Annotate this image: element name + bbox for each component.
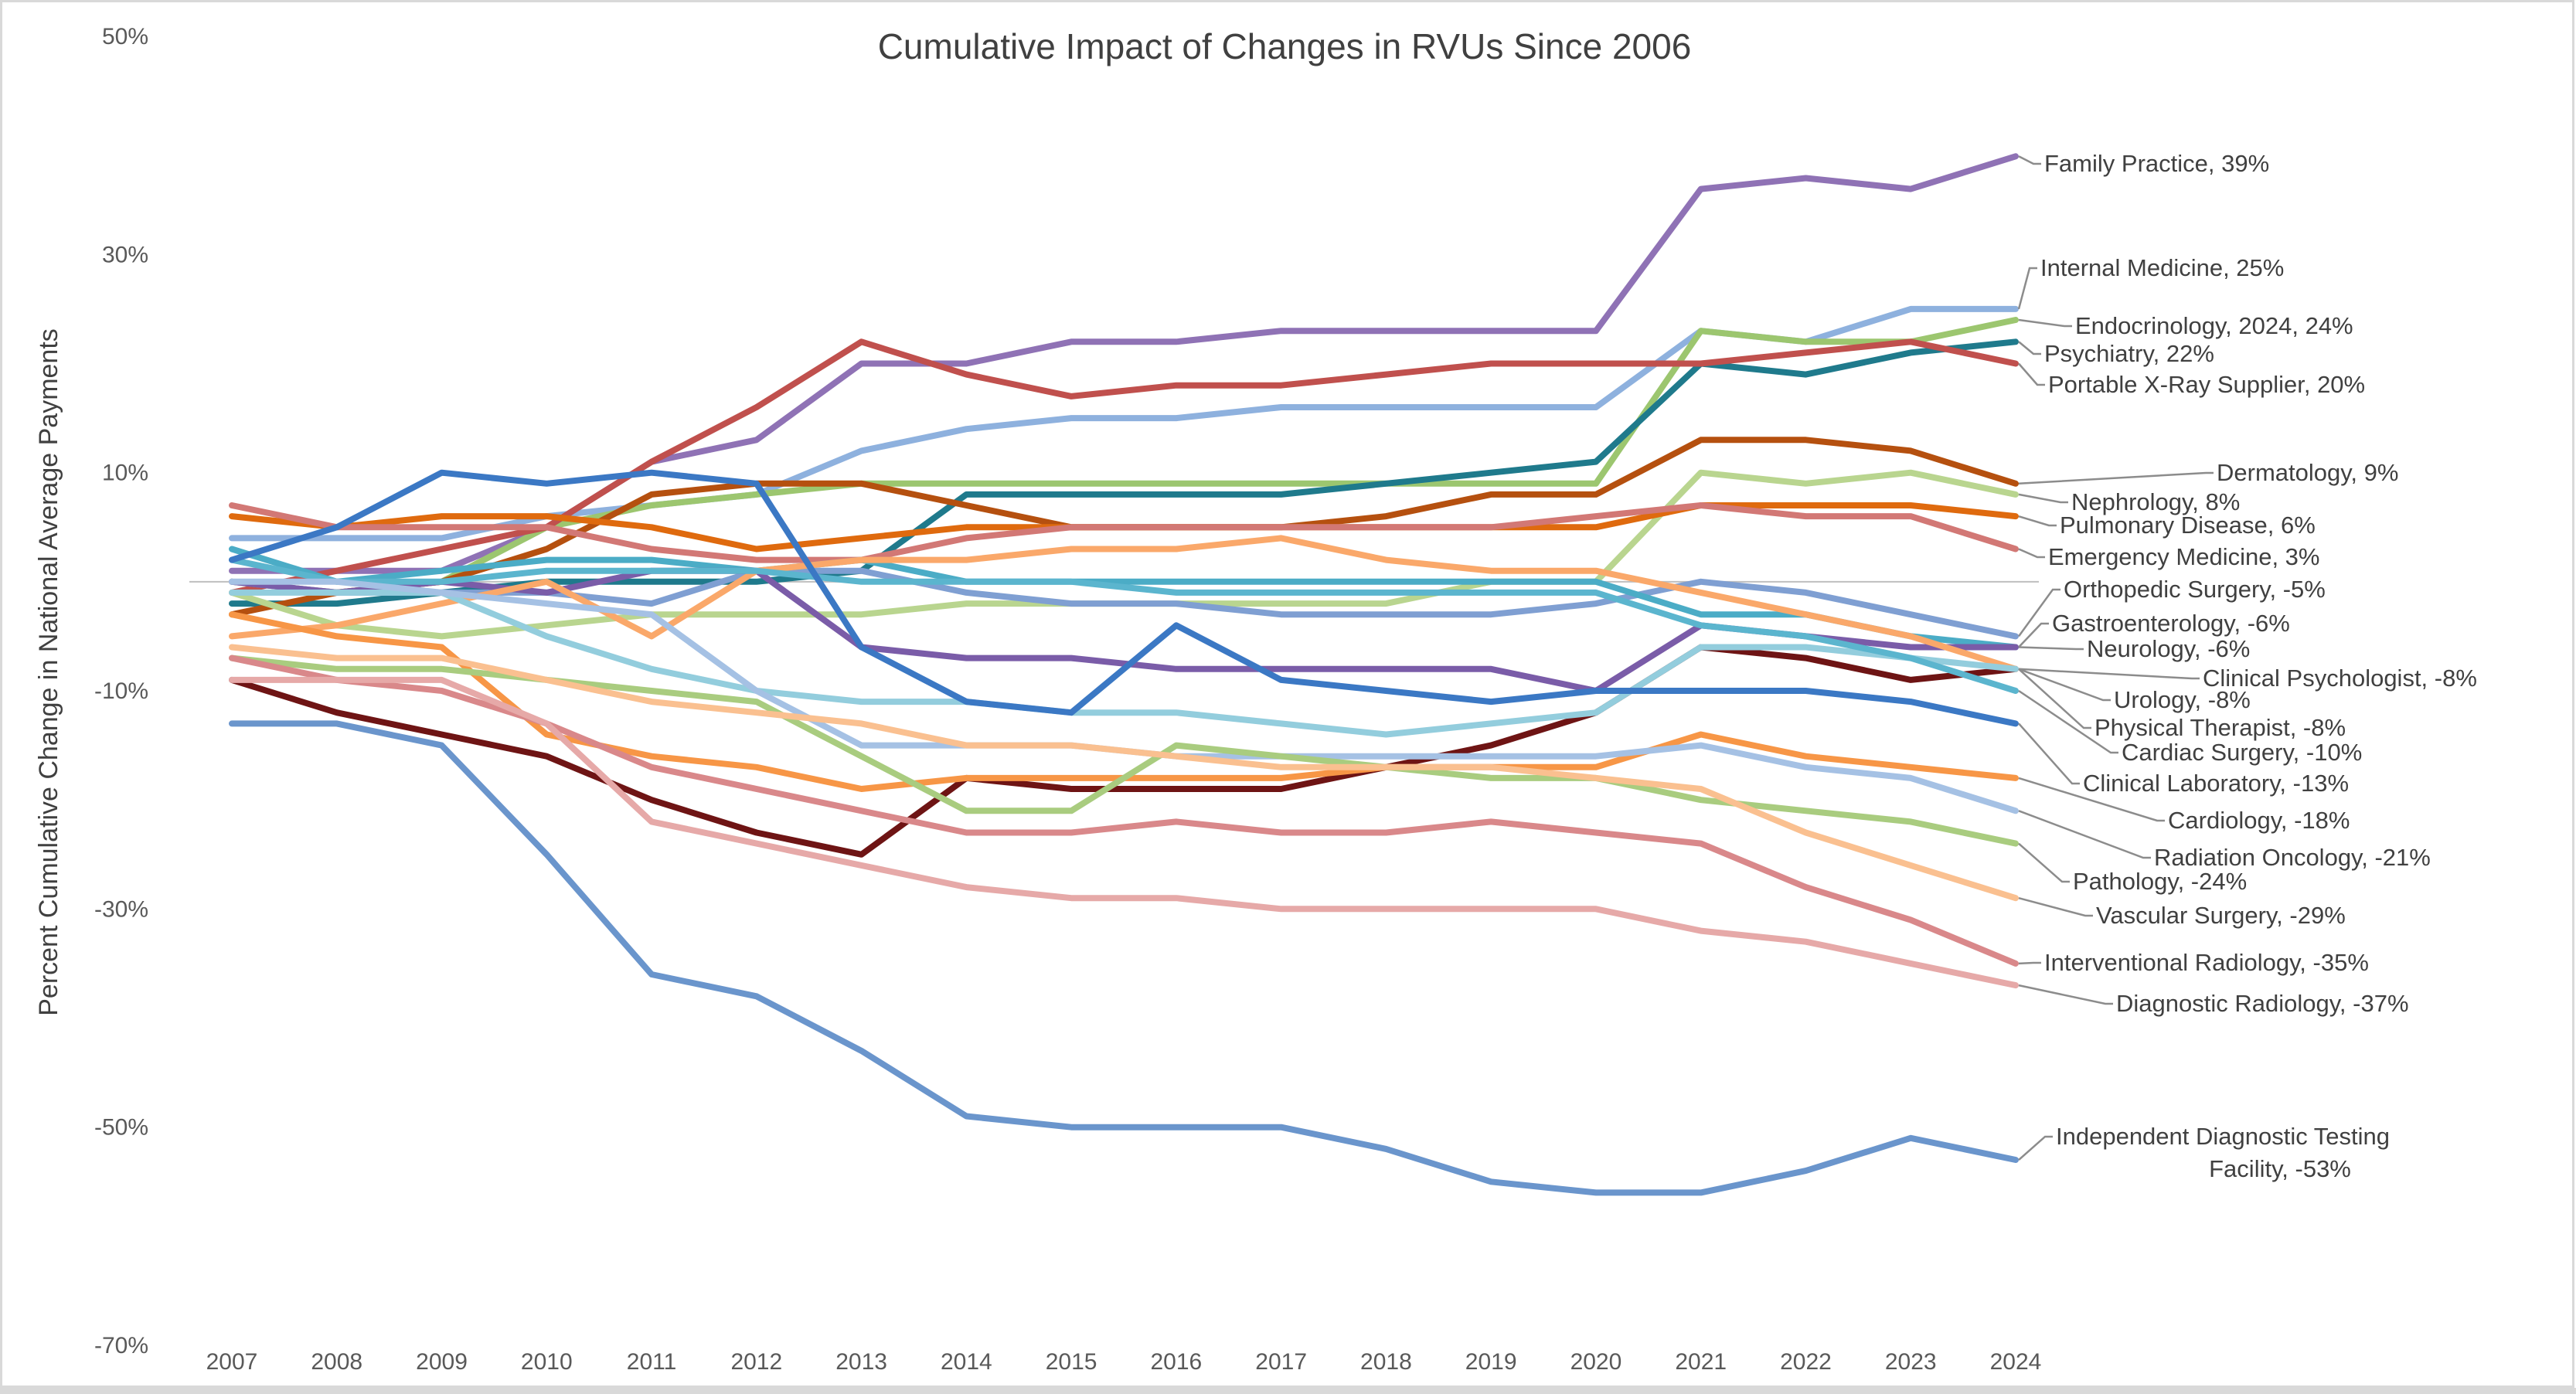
y-axis-label: Percent Cumulative Change in National Av… [34,328,63,1016]
data-label: Radiation Oncology, -21% [2154,844,2431,871]
label-leader-line [2018,515,2057,527]
data-label: Vascular Surgery, -29% [2096,902,2346,929]
y-tick-label: 30% [102,242,148,267]
y-axis: 50% 30% 10% -10% -30% -50% -70% [94,24,148,1358]
series-line-cardiac-surgery [229,556,2019,694]
x-tick-label: 2011 [627,1349,677,1375]
data-label: Endocrinology, 2024, 24% [2075,312,2353,339]
label-leader-line [2018,622,2049,648]
series-line-clinical-laboratory [229,469,2019,727]
label-leader-line [2018,493,2068,504]
label-leader-line [2018,668,2111,702]
data-label: Cardiology, -18% [2168,807,2350,834]
data-label: Cardiac Surgery, -10% [2122,739,2362,766]
label-leader-line [2017,267,2037,310]
y-tick-label: -70% [94,1333,148,1358]
label-leader-line [2018,897,2093,917]
label-leader-line [2018,668,2200,680]
series-line-endocrinology [229,317,2019,596]
data-label: Portable X-Ray Supplier, 20% [2048,371,2365,398]
label-leader-line [2018,689,2118,754]
data-label: Psychiatry, 22% [2044,340,2214,367]
x-tick-label: 2007 [206,1349,258,1375]
series-line-emergency-medicine [229,502,2019,563]
label-leader-line [2018,722,2080,785]
label-leader-line [2018,1135,2053,1161]
data-label: Clinical Psychologist, -8% [2203,665,2477,692]
label-leader-line [2018,362,2045,386]
label-leader-line [2017,588,2060,638]
chart-title: Cumulative Impact of Changes in RVUs Sin… [878,26,1692,66]
series-layer [229,153,2019,1196]
x-tick-label: 2024 [1990,1349,2042,1375]
label-leader-line [2018,318,2072,328]
x-tick-label: 2018 [1360,1349,1412,1375]
label-leader-line [2018,984,2113,1005]
label-leader-line [2018,842,2070,883]
data-labels: Family Practice, 39% Internal Medicine, 2… [2040,150,2477,1182]
label-leader-line [2018,810,2151,859]
x-tick-label: 2009 [416,1349,468,1375]
x-tick-label: 2019 [1465,1349,1517,1375]
y-tick-label: 10% [102,461,148,486]
series-line-physical-therapist [229,589,2019,738]
data-label: Internal Medicine, 25% [2040,254,2284,281]
data-label: Facility, -53% [2209,1155,2351,1182]
x-tick-label: 2015 [1046,1349,1097,1375]
data-label: Pathology, -24% [2073,868,2247,895]
data-label: Family Practice, 39% [2044,150,2269,177]
label-leader-line [2018,548,2045,559]
x-tick-label: 2014 [941,1349,992,1375]
data-label: Interventional Radiology, -35% [2044,949,2369,976]
x-tick-label: 2023 [1885,1349,1937,1375]
label-leader-line [2018,961,2041,965]
data-label: Urology, -8% [2114,686,2251,713]
label-leader-line [2018,341,2041,355]
y-tick-label: -30% [94,896,148,922]
x-tick-label: 2010 [521,1349,573,1375]
series-line-diagnostic-radiology [229,676,2019,989]
data-label: Independent Diagnostic Testing [2056,1123,2390,1150]
label-leader-line [2018,646,2084,651]
data-label: Nephrology, 8% [2071,488,2240,515]
x-tick-label: 2021 [1675,1349,1727,1375]
x-tick-label: 2017 [1255,1349,1307,1375]
data-label: Pulmonary Disease, 6% [2060,512,2316,539]
data-label: Dermatology, 9% [2217,459,2398,486]
label-leader-line [2018,777,2165,822]
bottom-border [0,1388,2576,1394]
x-tick-label: 2020 [1570,1349,1622,1375]
series-line-independent-diagnostic-testing-facility [229,720,2019,1196]
series-line-gastroenterology [229,546,2019,651]
data-label: Clinical Laboratory, -13% [2083,770,2349,797]
x-axis: 2007 2008 2009 2010 2011 2012 2013 2014 2015 2016… [206,1349,2042,1375]
label-leader-line [2018,155,2041,165]
data-label: Emergency Medicine, 3% [2048,543,2320,570]
x-tick-label: 2022 [1780,1349,1832,1375]
series-line-vascular-surgery [229,644,2019,902]
data-label: Neurology, -6% [2087,635,2250,662]
label-leader-line [2018,471,2214,485]
y-tick-label: 50% [102,24,148,49]
x-tick-label: 2016 [1151,1349,1203,1375]
label-leader-line [2018,668,2091,729]
y-tick-label: -50% [94,1115,148,1141]
data-label: Gastroenterology, -6% [2052,610,2290,637]
series-line-urology [229,535,2019,672]
data-label: Diagnostic Radiology, -37% [2116,990,2409,1017]
x-tick-label: 2012 [730,1349,782,1375]
label-leaders [2017,155,2214,1161]
x-tick-label: 2013 [835,1349,887,1375]
data-label: Physical Therapist, -8% [2094,714,2346,741]
data-label: Orthopedic Surgery, -5% [2064,576,2326,603]
y-tick-label: -10% [94,678,148,704]
x-tick-label: 2008 [311,1349,362,1375]
series-line-portable-x-ray-supplier [229,338,2019,596]
